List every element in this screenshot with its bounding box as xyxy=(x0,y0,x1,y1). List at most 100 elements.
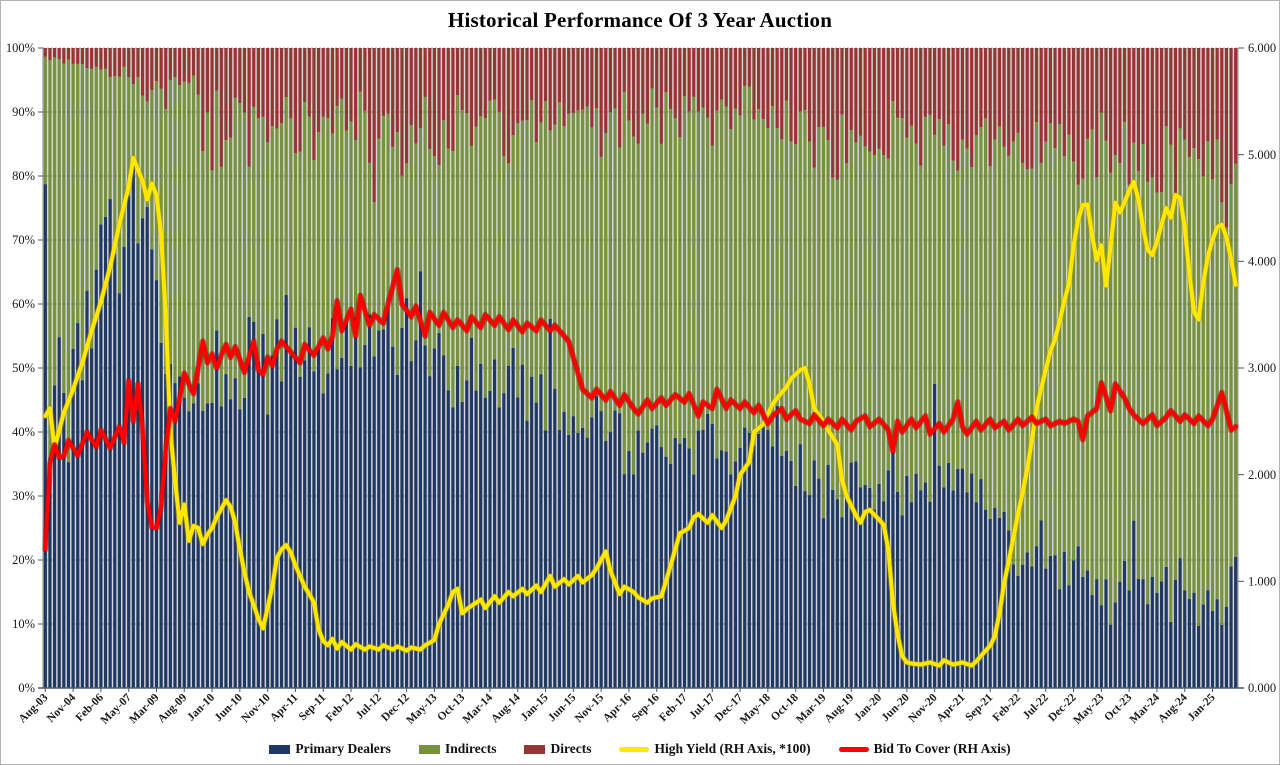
bar-segment-primary-dealers xyxy=(400,327,404,688)
bar-segment-directs xyxy=(266,48,270,143)
bar-segment-primary-dealers xyxy=(1215,599,1219,688)
bar-segment-indirects xyxy=(1155,192,1159,593)
bar-segment-directs xyxy=(363,48,367,111)
bar-segment-primary-dealers xyxy=(757,433,761,688)
bar-segment-primary-dealers xyxy=(1002,511,1006,688)
bar-segment-primary-dealers xyxy=(988,518,992,688)
bar-segment-indirects xyxy=(122,66,126,247)
bar-segment-directs xyxy=(275,48,279,129)
bar-segment-directs xyxy=(553,48,557,125)
bar-segment-directs xyxy=(85,48,89,69)
bar-segment-primary-dealers xyxy=(1118,581,1122,688)
bar-segment-directs xyxy=(1210,48,1215,180)
bar-segment-directs xyxy=(1109,48,1113,173)
bar-segment-directs xyxy=(835,48,839,180)
bar-segment-indirects xyxy=(618,147,622,414)
bar-segment-directs xyxy=(636,48,640,144)
bar-segment-indirects xyxy=(743,85,747,428)
bar-segment-directs xyxy=(826,48,830,141)
x-axis-tick-label: May-13 xyxy=(404,691,439,726)
bar-segment-primary-dealers xyxy=(367,314,372,688)
bar-segment-indirects xyxy=(669,108,673,464)
bar-segment-indirects xyxy=(210,170,214,403)
bar-segment-indirects xyxy=(650,88,654,429)
bar-segment-directs xyxy=(492,48,497,100)
bar-segment-indirects xyxy=(289,118,293,356)
bar-segment-primary-dealers xyxy=(724,451,728,688)
bar-segment-indirects xyxy=(497,111,501,408)
bar-segment-primary-dealers xyxy=(43,184,47,688)
bar-segment-indirects xyxy=(1192,148,1196,593)
bar-segment-primary-dealers xyxy=(307,327,311,688)
bar-segment-directs xyxy=(1122,48,1127,122)
bar-segment-primary-dealers xyxy=(201,411,205,688)
bar-segment-indirects xyxy=(696,111,700,431)
bar-segment-indirects xyxy=(1071,161,1076,561)
bar-segment-indirects xyxy=(956,170,960,470)
bar-segment-directs xyxy=(284,48,288,98)
bar-segment-directs xyxy=(511,48,515,136)
bar-segment-indirects xyxy=(780,139,784,456)
bar-segment-indirects xyxy=(85,68,89,291)
bar-segment-primary-dealers xyxy=(608,432,612,688)
bar-segment-directs xyxy=(215,48,219,91)
bar-segment-directs xyxy=(256,48,260,119)
bar-segment-indirects xyxy=(970,166,974,474)
x-axis-tick-label: May-07 xyxy=(99,691,134,726)
bar-segment-indirects xyxy=(159,88,163,343)
bar-segment-directs xyxy=(52,48,57,58)
bar-segment-indirects xyxy=(951,160,955,491)
bar-segment-indirects xyxy=(692,96,696,475)
bar-segment-directs xyxy=(48,48,52,61)
bar-segment-directs xyxy=(673,48,677,118)
bar-segment-indirects xyxy=(307,116,311,328)
bar-segment-directs xyxy=(150,48,154,91)
bar-segment-directs xyxy=(367,48,372,163)
bar-segment-indirects xyxy=(455,95,460,366)
bar-segment-primary-dealers xyxy=(1034,546,1039,688)
x-axis-tick-label: Jul-12 xyxy=(354,691,384,721)
bar-segment-directs xyxy=(886,48,890,159)
bar-segment-indirects xyxy=(627,120,631,452)
x-axis-tick-label: Jun-15 xyxy=(546,691,579,724)
bar-segment-primary-dealers xyxy=(956,469,960,688)
bar-segment-primary-dealers xyxy=(539,374,543,688)
x-axis-tick-label: Mar-24 xyxy=(1128,691,1163,726)
bar-segment-primary-dealers xyxy=(284,295,288,688)
bar-segment-primary-dealers xyxy=(66,462,71,688)
bar-segment-directs xyxy=(1085,48,1090,139)
bar-segment-directs xyxy=(191,48,196,76)
bar-segment-indirects xyxy=(483,118,487,398)
bar-segment-primary-dealers xyxy=(1178,558,1182,688)
bar-segment-indirects xyxy=(469,145,474,338)
bar-segment-primary-dealers xyxy=(669,463,673,688)
bar-segment-directs xyxy=(404,48,409,164)
bar-segment-indirects xyxy=(1030,168,1034,567)
bar-segment-indirects xyxy=(479,115,483,364)
bar-segment-primary-dealers xyxy=(1210,610,1215,688)
bar-segment-indirects xyxy=(571,112,575,417)
bar-segment-directs xyxy=(428,48,432,150)
bar-segment-indirects xyxy=(1034,121,1039,547)
bar-segment-indirects xyxy=(789,141,793,461)
bar-segment-indirects xyxy=(530,100,534,377)
bar-segment-primary-dealers xyxy=(1155,592,1159,688)
bar-segment-primary-dealers xyxy=(57,337,61,688)
bar-segment-indirects xyxy=(525,120,529,421)
bar-segment-primary-dealers xyxy=(942,487,946,688)
bar-segment-indirects xyxy=(57,58,61,338)
bar-segment-indirects xyxy=(446,148,450,391)
bar-segment-indirects xyxy=(432,155,436,349)
bar-segment-indirects xyxy=(701,107,705,430)
bar-segment-directs xyxy=(821,48,826,127)
bar-segment-directs xyxy=(687,48,691,112)
x-axis-tick-label: Aug-09 xyxy=(156,691,190,725)
bar-segment-primary-dealers xyxy=(655,425,659,688)
bar-segment-primary-dealers xyxy=(131,164,135,688)
bar-segment-directs xyxy=(562,48,566,127)
bar-segment-indirects xyxy=(622,91,626,475)
left-axis-tick-label: 40% xyxy=(12,425,35,439)
bar-segment-directs xyxy=(516,48,520,124)
bar-segment-primary-dealers xyxy=(460,401,464,688)
bar-segment-primary-dealers xyxy=(1206,590,1210,688)
